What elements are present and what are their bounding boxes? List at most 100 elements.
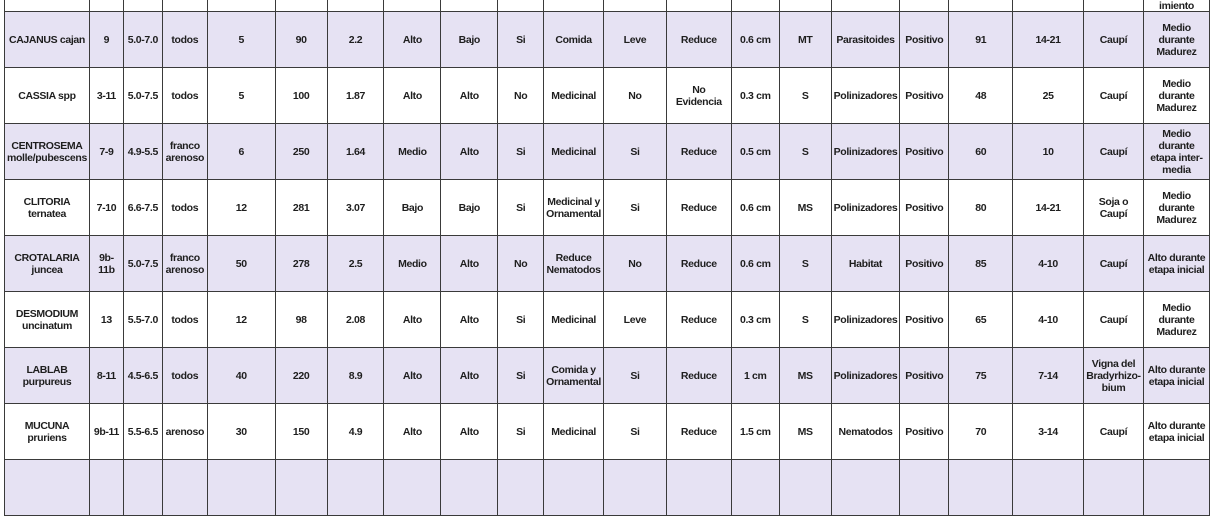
table-cell bbox=[497, 0, 545, 12]
table-cell: No bbox=[497, 67, 545, 124]
table-cell: 98 bbox=[274, 291, 328, 348]
table-cell: 4.9-5.5 bbox=[122, 123, 163, 180]
table-cell: No bbox=[603, 67, 667, 124]
table-cell: 91 bbox=[948, 11, 1014, 68]
table-cell: No bbox=[497, 235, 545, 292]
table-cell: Si bbox=[497, 11, 545, 68]
table-cell: Bajo bbox=[440, 179, 499, 236]
table-cell bbox=[88, 0, 124, 12]
table-cell: Medicinal bbox=[543, 291, 604, 348]
table-cell bbox=[778, 459, 832, 516]
table-cell: Positivo bbox=[899, 123, 950, 180]
table-cell: MS bbox=[778, 403, 832, 460]
table-cell: Si bbox=[497, 403, 545, 460]
table-cell: Comida y Ornamental bbox=[543, 347, 604, 404]
table-cell: Medicinal bbox=[543, 123, 604, 180]
table-cell: Alto bbox=[383, 347, 442, 404]
table-cell: 9b-11 bbox=[88, 403, 124, 460]
table-cell bbox=[899, 459, 950, 516]
table-cell bbox=[543, 0, 604, 12]
species-name-cell: CASSIA spp bbox=[4, 67, 90, 124]
table-cell: Habitat bbox=[830, 235, 901, 292]
table-cell: 150 bbox=[274, 403, 328, 460]
table-cell bbox=[665, 459, 732, 516]
table-cell bbox=[4, 459, 90, 516]
table-cell: 0.3 cm bbox=[730, 291, 780, 348]
table-cell: No bbox=[603, 235, 667, 292]
table-cell: Bajo bbox=[383, 179, 442, 236]
table-cell bbox=[730, 459, 780, 516]
table-cell: 7-14 bbox=[1012, 347, 1084, 404]
table-cell bbox=[122, 459, 163, 516]
table-cell: 48 bbox=[948, 67, 1014, 124]
species-name-cell: LABLAB purpureus bbox=[4, 347, 90, 404]
table-cell: 75 bbox=[948, 347, 1014, 404]
table-cell: S bbox=[778, 291, 832, 348]
table-cell bbox=[830, 459, 901, 516]
table-cell: Positivo bbox=[899, 403, 950, 460]
table-cell: 250 bbox=[274, 123, 328, 180]
species-name-cell: CROTALARIA juncea bbox=[4, 235, 90, 292]
table-row: CLITORIA ternatea 7-10 6.6-7.5 todos 12 281 3.… bbox=[4, 179, 1210, 236]
table-cell: Alto durante etapa inicial bbox=[1142, 403, 1210, 460]
table-cell: 100 bbox=[274, 67, 328, 124]
table-cell: 2.2 bbox=[326, 11, 385, 68]
table-cell: 5.5-6.5 bbox=[122, 403, 163, 460]
table-cell: 14-21 bbox=[1012, 11, 1084, 68]
table-row: CASSIA spp 3-11 5.0-7.5 todos 5 100 1.87 Alto Al… bbox=[4, 67, 1210, 124]
table-cell bbox=[1082, 0, 1144, 12]
table-cell: Alto bbox=[383, 67, 442, 124]
table-cell: Reduce bbox=[665, 123, 732, 180]
table-cell: Vigna del Bradyrhizo-bium bbox=[1082, 347, 1144, 404]
table-cell: Medio bbox=[383, 123, 442, 180]
table-cell: 3-11 bbox=[88, 67, 124, 124]
table-cell bbox=[1142, 459, 1210, 516]
table-cell: todos bbox=[161, 179, 208, 236]
table-cell: 6.6-7.5 bbox=[122, 179, 163, 236]
table-cell bbox=[161, 0, 208, 12]
table-cell: Si bbox=[497, 347, 545, 404]
table-cell: Leve bbox=[603, 291, 667, 348]
table-cell: todos bbox=[161, 67, 208, 124]
table-cell: Reduce Nematodos bbox=[543, 235, 604, 292]
table-cell: 0.5 cm bbox=[730, 123, 780, 180]
table-cell: MS bbox=[778, 179, 832, 236]
table-cell: Positivo bbox=[899, 11, 950, 68]
table-cell: Si bbox=[497, 179, 545, 236]
table-cell: 1.5 cm bbox=[730, 403, 780, 460]
table-cell bbox=[326, 0, 385, 12]
table-cell: 85 bbox=[948, 235, 1014, 292]
table-cell: Si bbox=[603, 123, 667, 180]
table-cell: S bbox=[778, 235, 832, 292]
table-cell: todos bbox=[161, 347, 208, 404]
table-cell: Polinizadores bbox=[830, 123, 901, 180]
table-cell: 25 bbox=[1012, 67, 1084, 124]
table-cell: 12 bbox=[206, 179, 276, 236]
table-cell: Medicinal y Ornamental bbox=[543, 179, 604, 236]
table-cell: 2.5 bbox=[326, 235, 385, 292]
species-name-cell: MUCUNA pruriens bbox=[4, 403, 90, 460]
table-cell: Si bbox=[603, 347, 667, 404]
table-cell bbox=[206, 0, 276, 12]
table-cell: 3-14 bbox=[1012, 403, 1084, 460]
table-cell: 4-10 bbox=[1012, 235, 1084, 292]
table-cell: No Evidencia bbox=[665, 67, 732, 124]
table-cell: 281 bbox=[274, 179, 328, 236]
table-cell: Alto bbox=[440, 291, 499, 348]
table-cell: Reduce bbox=[665, 291, 732, 348]
table-cell: Medio durante etapa inter-media bbox=[1142, 123, 1210, 180]
table-cell: Alto bbox=[440, 347, 499, 404]
table-cell: Caupí bbox=[1082, 67, 1144, 124]
table-cell: 80 bbox=[948, 179, 1014, 236]
table-cell: Nematodos bbox=[830, 403, 901, 460]
table-cell: Reduce bbox=[665, 11, 732, 68]
table-cell: 5.0-7.5 bbox=[122, 235, 163, 292]
table-cell bbox=[88, 459, 124, 516]
table-cell: 10 bbox=[1012, 123, 1084, 180]
table-cell: Alto bbox=[383, 291, 442, 348]
table-cell bbox=[603, 0, 667, 12]
table-cell: Leve bbox=[603, 11, 667, 68]
table-cell bbox=[4, 0, 90, 12]
table-cell: 65 bbox=[948, 291, 1014, 348]
table-cell: Soja o Caupí bbox=[1082, 179, 1144, 236]
